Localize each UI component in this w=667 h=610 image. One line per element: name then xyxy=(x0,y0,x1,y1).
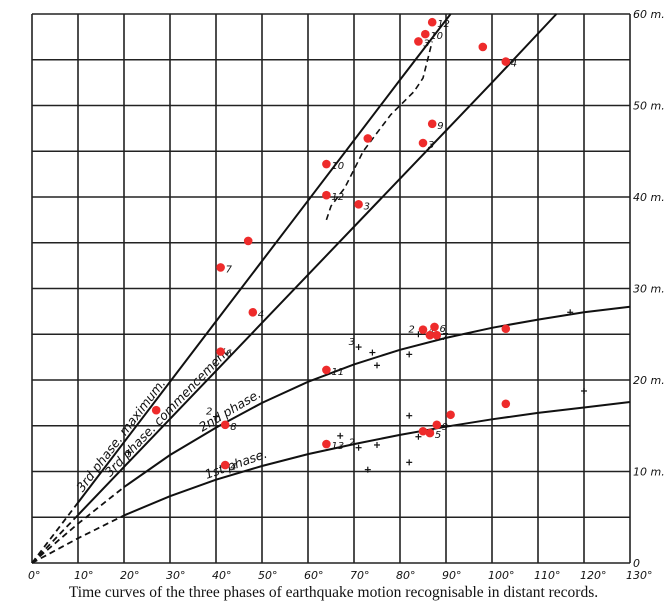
dot-label: 6 xyxy=(226,349,232,360)
red-dot-marker xyxy=(248,307,258,317)
red-dot-marker xyxy=(425,330,435,340)
cross-observations: 3 2 2 2 xyxy=(125,309,587,473)
x-tick-label: 60° xyxy=(304,569,324,582)
x-tick-label: 120° xyxy=(580,569,607,582)
red-dot-marker xyxy=(363,134,373,143)
red-dot-marker xyxy=(446,410,455,420)
red-dot-marker xyxy=(322,365,331,375)
origin-dashed-line xyxy=(31,514,79,564)
red-dot-marker xyxy=(151,405,161,415)
y-tick-label: 10 m. xyxy=(633,466,665,479)
dot-label: 10 xyxy=(430,31,443,42)
red-dot-marker xyxy=(430,322,439,332)
red-dot-marker xyxy=(501,399,511,409)
x-tick-label: 0° xyxy=(28,569,41,582)
chart-axes: 0° 10° 20° 30° 40° 50° 60° 70° 80° 90° 100° 110° 120… xyxy=(28,8,665,582)
red-dot-marker xyxy=(427,17,437,27)
y-tick-label: 50 m. xyxy=(633,100,665,113)
phase-curve xyxy=(77,13,452,504)
dot-label: 3 xyxy=(428,140,434,151)
x-tick-label: 50° xyxy=(258,569,278,582)
red-dot-marker xyxy=(501,324,511,334)
dot-label: 12 xyxy=(331,192,344,203)
y-tick-label: 30 m. xyxy=(633,283,665,296)
x-tick-label: 40° xyxy=(212,569,232,582)
x-tick-label: 80° xyxy=(396,569,416,582)
dot-label: 9 xyxy=(442,422,448,433)
red-dot-marker xyxy=(432,330,442,340)
red-dot-marker xyxy=(322,439,331,449)
cross-label: 2 xyxy=(206,407,212,418)
dot-label: 6 xyxy=(440,324,446,335)
x-tick-label: 10° xyxy=(74,569,94,582)
dot-label: 11 xyxy=(331,367,344,378)
y-tick-label: 20 m. xyxy=(633,374,665,387)
origin-dashed-line xyxy=(31,486,125,564)
dot-label: 4 xyxy=(511,59,517,70)
y-tick-label: 60 m. xyxy=(633,8,665,21)
red-dot-marker xyxy=(220,460,230,470)
red-dot-marker xyxy=(418,138,428,148)
dot-label: 7 xyxy=(442,332,449,343)
red-dot-marker xyxy=(322,159,331,169)
red-dot-marker xyxy=(220,420,230,430)
cross-label: 3 xyxy=(349,337,355,348)
dot-label: 13 xyxy=(331,441,344,452)
red-dot-marker xyxy=(354,200,363,209)
phase-curve xyxy=(77,13,558,516)
dot-label: 4 xyxy=(230,462,236,473)
phase-curve xyxy=(123,305,631,488)
origin-dashed-line xyxy=(31,502,79,564)
red-dot-marker xyxy=(432,420,442,430)
red-dot-marker xyxy=(216,263,225,272)
cross-label: 2 xyxy=(408,324,414,335)
dot-label: 3 xyxy=(423,38,429,49)
phase-curves xyxy=(77,13,631,517)
dot-label: 9 xyxy=(437,121,443,132)
x-tick-label: 130° xyxy=(626,569,653,582)
y-tick-label: 0 xyxy=(633,557,640,570)
x-tick-label: 70° xyxy=(350,569,370,582)
red-dot-marker xyxy=(418,325,428,334)
dot-label: 12 xyxy=(437,19,450,30)
observed-dashed-curve xyxy=(325,41,433,221)
cross-label: 2 xyxy=(349,438,355,449)
red-dot-observations: 12103493101237461184134687935 xyxy=(151,17,517,473)
x-tick-label: 20° xyxy=(120,569,140,582)
dot-label: 5 xyxy=(435,430,441,441)
x-tick-label: 110° xyxy=(534,569,561,582)
dot-label: 4 xyxy=(258,309,264,320)
x-tick-label: 30° xyxy=(166,569,186,582)
figure-caption: Time curves of the three phases of earth… xyxy=(68,584,599,601)
dot-label: 10 xyxy=(331,161,344,172)
phase-curve xyxy=(123,401,631,517)
red-dot-marker xyxy=(421,29,430,39)
red-dot-marker xyxy=(425,428,435,438)
red-dot-marker xyxy=(216,347,225,356)
dot-label: 3 xyxy=(364,201,370,212)
x-tick-label: 90° xyxy=(442,569,462,582)
red-dot-marker xyxy=(478,42,488,52)
chart-grid xyxy=(31,13,631,564)
origin-dashed-extensions xyxy=(31,486,125,564)
origin-dashed-line xyxy=(31,514,125,564)
dot-label: 8 xyxy=(230,422,236,433)
x-tick-label: 100° xyxy=(488,569,515,582)
red-dot-marker xyxy=(418,426,428,436)
red-dot-marker xyxy=(243,236,253,246)
red-dot-marker xyxy=(427,119,437,129)
red-dot-marker xyxy=(414,37,423,46)
red-dot-marker xyxy=(322,190,331,200)
y-tick-label: 40 m. xyxy=(633,191,665,204)
dot-label: 7 xyxy=(226,264,233,275)
red-dot-marker xyxy=(501,57,511,66)
